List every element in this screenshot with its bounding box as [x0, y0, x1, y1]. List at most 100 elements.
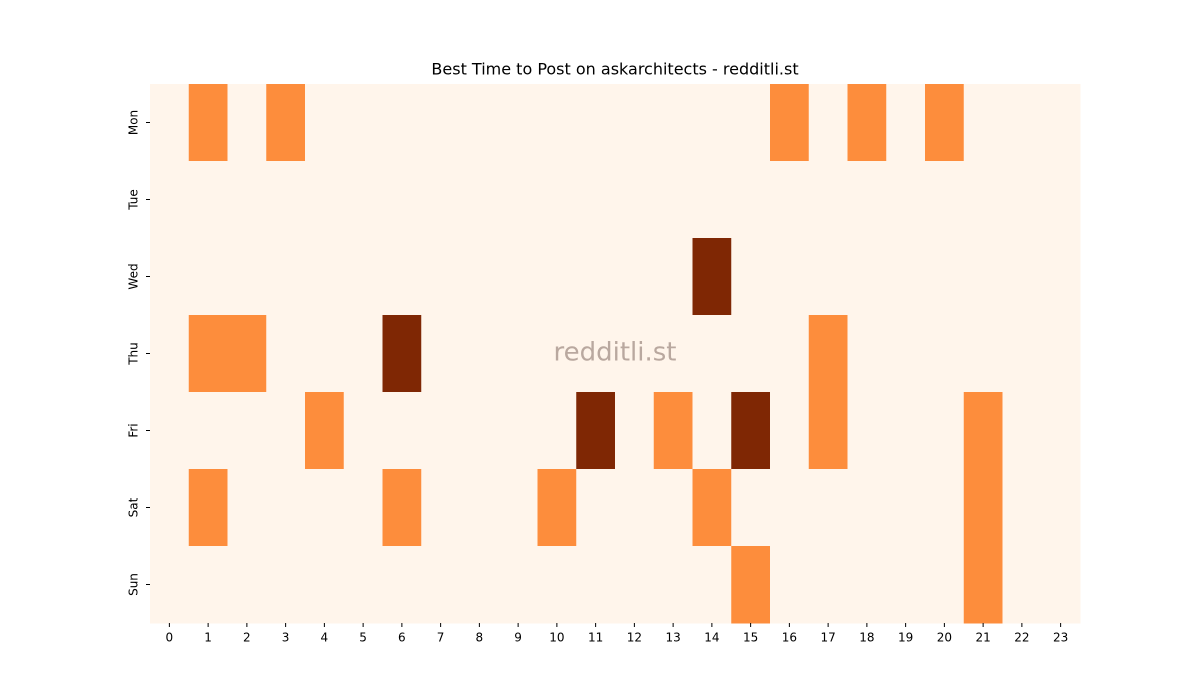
heatmap-cell — [498, 469, 538, 547]
heatmap-cell — [421, 546, 461, 624]
heatmap-cell — [343, 469, 383, 547]
heatmap-cell — [692, 315, 732, 393]
heatmap-cell — [1002, 315, 1042, 393]
heatmap-cell — [963, 84, 1003, 162]
heatmap-cell — [537, 238, 577, 316]
heatmap-cell — [653, 161, 693, 239]
heatmap-cell — [150, 392, 190, 470]
x-tick-label: 19 — [898, 631, 913, 645]
heatmap-cell — [808, 315, 848, 393]
heatmap-cell — [692, 546, 732, 624]
x-tick-label: 14 — [704, 631, 719, 645]
heatmap-cell — [421, 392, 461, 470]
y-tick-label: Sun — [127, 573, 141, 596]
heatmap-cell — [692, 238, 732, 316]
heatmap-cell — [305, 469, 345, 547]
heatmap-cell — [227, 392, 267, 470]
heatmap-cell — [498, 392, 538, 470]
heatmap-cell — [537, 315, 577, 393]
x-tick-label: 4 — [321, 631, 329, 645]
heatmap-cell — [847, 315, 887, 393]
x-tick-label: 20 — [937, 631, 952, 645]
heatmap-cell — [1002, 84, 1042, 162]
heatmap-cell — [537, 392, 577, 470]
x-tick-label: 0 — [166, 631, 174, 645]
heatmap-cell — [770, 392, 810, 470]
heatmap-cell — [266, 84, 306, 162]
heatmap-cell — [188, 469, 228, 547]
x-tick-label: 3 — [282, 631, 290, 645]
heatmap-cell — [266, 315, 306, 393]
heatmap-cell — [343, 392, 383, 470]
heatmap-cell — [305, 546, 345, 624]
heatmap-cell — [227, 546, 267, 624]
heatmap-cell — [886, 392, 926, 470]
heatmap-cell — [576, 546, 616, 624]
heatmap-cell — [343, 238, 383, 316]
heatmap-cell — [847, 546, 887, 624]
heatmap-cell — [305, 315, 345, 393]
heatmap-cell — [227, 469, 267, 547]
heatmap-cell — [343, 161, 383, 239]
heatmap-cell — [925, 84, 965, 162]
heatmap-cell — [227, 161, 267, 239]
heatmap-cell — [498, 315, 538, 393]
heatmap-cell — [963, 392, 1003, 470]
heatmap-cell — [770, 469, 810, 547]
x-tick-label: 17 — [820, 631, 835, 645]
x-tick-label: 6 — [398, 631, 406, 645]
x-tick-label: 2 — [243, 631, 251, 645]
y-tick-label: Sat — [127, 497, 141, 517]
heatmap-cell — [188, 546, 228, 624]
heatmap-cell — [150, 315, 190, 393]
heatmap-cell — [847, 238, 887, 316]
heatmap-cell — [498, 546, 538, 624]
heatmap-cell — [731, 161, 771, 239]
heatmap-cell — [653, 84, 693, 162]
heatmap-cell — [886, 546, 926, 624]
heatmap-cell — [576, 161, 616, 239]
heatmap-cell — [770, 84, 810, 162]
heatmap-cell — [808, 84, 848, 162]
x-tick-label: 16 — [782, 631, 797, 645]
heatmap-cell — [343, 315, 383, 393]
heatmap-cell — [421, 315, 461, 393]
heatmap-cell — [576, 84, 616, 162]
heatmap-cell — [770, 315, 810, 393]
x-tick-label: 15 — [743, 631, 758, 645]
heatmap-cell — [847, 392, 887, 470]
heatmap-cell — [382, 546, 422, 624]
heatmap-cell — [305, 161, 345, 239]
x-tick-label: 7 — [437, 631, 445, 645]
x-tick-label: 23 — [1053, 631, 1068, 645]
heatmap-cell — [731, 546, 771, 624]
heatmap-cell — [305, 84, 345, 162]
heatmap-cell — [770, 546, 810, 624]
heatmap-cell — [808, 238, 848, 316]
heatmap-cell — [305, 238, 345, 316]
heatmap-cell — [188, 392, 228, 470]
heatmap-cell — [615, 161, 655, 239]
heatmap-cell — [460, 238, 500, 316]
heatmap-cell — [808, 161, 848, 239]
heatmap-cell — [731, 315, 771, 393]
heatmap-cell — [1041, 238, 1081, 316]
heatmap-cell — [925, 238, 965, 316]
heatmap-cell — [653, 392, 693, 470]
heatmap-cell — [615, 315, 655, 393]
heatmap-cell — [343, 546, 383, 624]
heatmap-cell — [731, 84, 771, 162]
heatmap-cell — [615, 84, 655, 162]
x-tick-label: 21 — [975, 631, 990, 645]
heatmap-cell — [963, 546, 1003, 624]
heatmap-cell — [1041, 315, 1081, 393]
heatmap-cell — [615, 238, 655, 316]
heatmap-cell — [963, 315, 1003, 393]
heatmap-cell — [382, 392, 422, 470]
y-tick-label: Mon — [127, 110, 141, 135]
heatmap-cell — [615, 546, 655, 624]
x-tick-label: 18 — [859, 631, 874, 645]
x-tick-label: 8 — [476, 631, 484, 645]
heatmap-cell — [498, 238, 538, 316]
